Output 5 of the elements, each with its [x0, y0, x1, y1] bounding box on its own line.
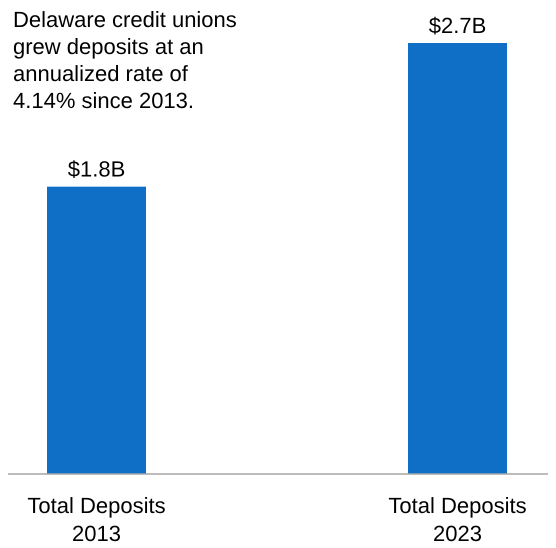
data-label: $2.7B: [428, 13, 486, 38]
annotation: Delaware credit unions grew deposits at an annualized rate of 4.14% since 2013.: [13, 7, 237, 113]
data-label: $1.8B: [68, 156, 126, 182]
x-tick-label: Total Deposits 2023: [388, 493, 527, 546]
x-tick-label: Total Deposits 2013: [27, 493, 166, 546]
